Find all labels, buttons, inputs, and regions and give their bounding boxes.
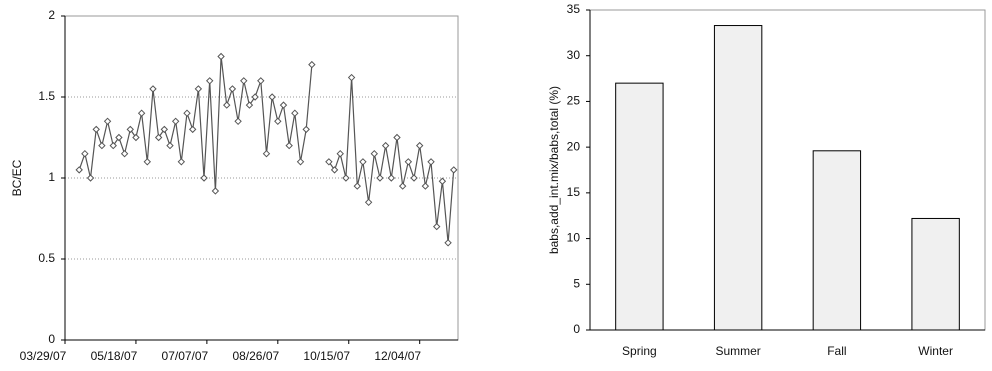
data-point (427, 158, 435, 166)
data-point (387, 174, 396, 182)
plot-area (64, 15, 459, 341)
data-point (336, 149, 344, 158)
data-point (421, 182, 430, 190)
bar (615, 82, 664, 331)
x-tick-label: 03/29/07 (20, 349, 67, 363)
data-point (291, 109, 299, 117)
data-point (211, 187, 220, 195)
data-point (86, 174, 95, 182)
y-tick-label: 1.5 (38, 89, 55, 103)
y-tick-label: 35 (567, 2, 581, 16)
y-tick-label: 1 (48, 170, 55, 184)
data-point (444, 239, 452, 247)
data-point (154, 133, 163, 142)
bar (911, 217, 960, 331)
data-point (188, 125, 197, 134)
data-point (206, 77, 214, 85)
data-point (376, 174, 384, 182)
y-tick-label: 5 (573, 276, 580, 290)
y-tick-label: 0 (48, 332, 55, 346)
data-point (308, 60, 316, 69)
data-point (200, 174, 208, 182)
y-axis-label: babs,add_int.mix/babs,total (%) (547, 86, 561, 254)
data-point (279, 101, 288, 109)
y-tick-label: 0 (573, 322, 580, 336)
data-point (228, 85, 237, 93)
data-point (415, 141, 424, 150)
data-point (223, 101, 231, 109)
data-point (240, 77, 248, 85)
data-point (274, 117, 282, 126)
x-tick-label: Spring (622, 344, 657, 358)
x-tick-label: 05/18/07 (91, 349, 138, 363)
y-tick-label: 15 (567, 185, 581, 199)
data-point (115, 133, 123, 142)
data-point (217, 52, 225, 61)
bar (713, 25, 763, 331)
y-tick-label: 20 (567, 139, 581, 153)
data-point (251, 93, 259, 101)
x-tick-label: 10/15/07 (303, 349, 350, 363)
x-tick-label: Summer (715, 344, 760, 358)
x-tick-label: 07/07/07 (162, 349, 209, 363)
data-point (438, 177, 447, 185)
x-tick-label: Winter (918, 344, 953, 358)
data-point (325, 158, 333, 166)
data-point (342, 174, 350, 182)
data-point (410, 174, 418, 182)
data-point (245, 101, 254, 109)
data-point (132, 133, 140, 142)
data-point (109, 141, 117, 150)
data-point (183, 109, 191, 117)
data-point (126, 125, 134, 134)
data-point (393, 133, 401, 142)
data-line (78, 56, 455, 243)
data-point (404, 158, 413, 166)
data-point (149, 85, 157, 93)
data-point (98, 141, 106, 150)
data-point (347, 73, 356, 82)
data-point (234, 117, 242, 126)
data-point (171, 117, 180, 126)
data-point (143, 158, 151, 166)
y-tick-label: 0.5 (38, 251, 55, 265)
data-point (353, 182, 361, 190)
data-point (450, 166, 458, 174)
y-tick-label: 2 (48, 8, 55, 22)
data-point (92, 125, 100, 134)
data-point (330, 166, 339, 174)
data-point (194, 85, 203, 93)
data-point (166, 141, 174, 150)
data-point (359, 158, 367, 166)
data-point (81, 149, 89, 158)
data-point (364, 198, 373, 207)
x-tick-label: Fall (827, 344, 846, 358)
y-tick-label: 30 (567, 48, 581, 62)
data-point (433, 222, 441, 231)
y-tick-label: 25 (567, 94, 581, 108)
data-point (296, 158, 305, 166)
data-point (268, 93, 276, 101)
data-point (120, 149, 129, 158)
data-point (177, 158, 186, 166)
y-tick-label: 10 (567, 231, 581, 245)
x-tick-label: 08/26/07 (232, 349, 279, 363)
data-point (160, 125, 169, 134)
data-point (285, 141, 293, 150)
data-point (398, 182, 407, 190)
data-point (262, 149, 271, 158)
data-point (257, 77, 265, 85)
y-axis-label: BC/EC (10, 159, 24, 196)
data-point (302, 125, 310, 134)
data-point (370, 149, 378, 158)
data-point (103, 117, 112, 126)
x-tick-label: 12/04/07 (374, 349, 421, 363)
data-point (75, 166, 83, 174)
bar (812, 150, 862, 331)
data-point (381, 141, 390, 150)
data-point (137, 109, 146, 117)
